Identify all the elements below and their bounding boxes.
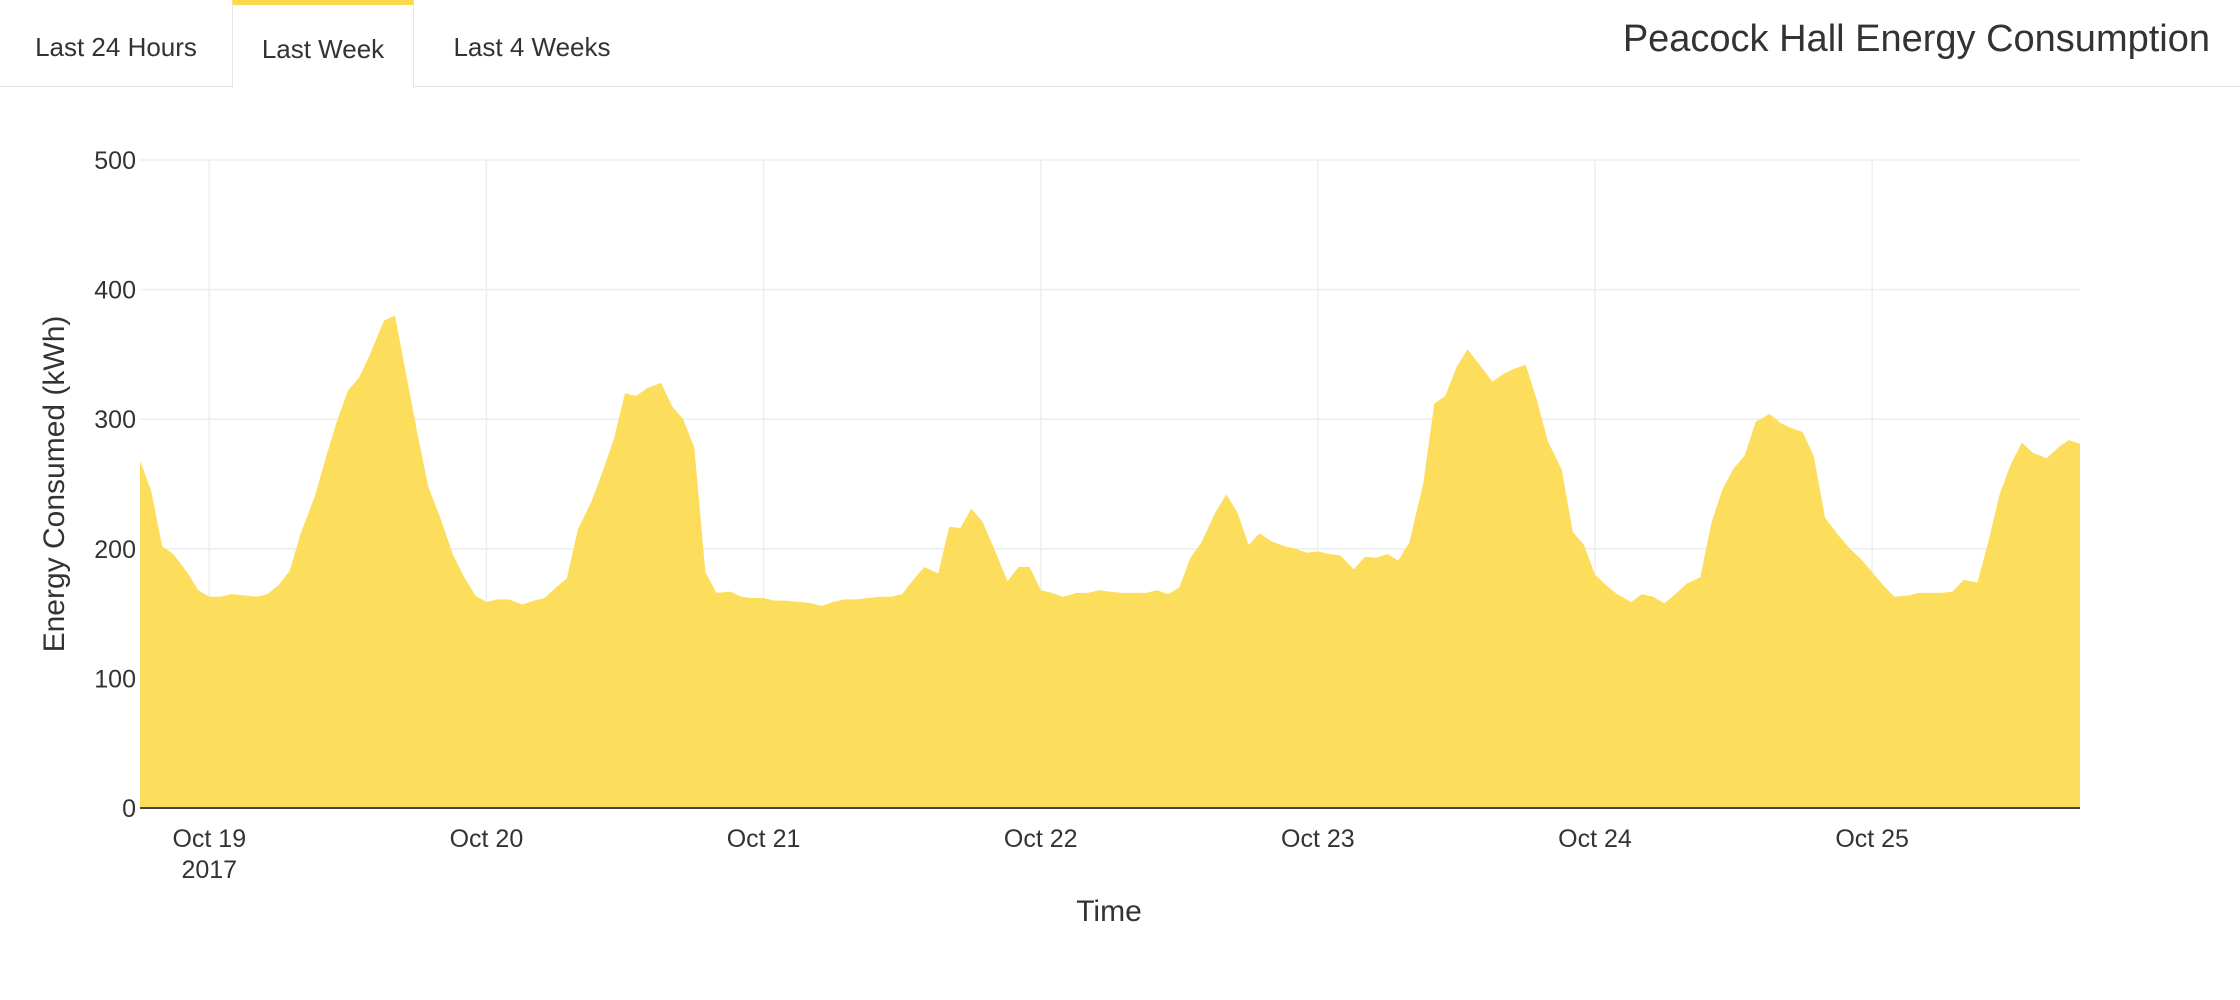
x-axis-title: Time (1076, 895, 1142, 928)
tab-last-24-hours[interactable]: Last 24 Hours (35, 32, 197, 62)
x-tick-label: Oct 23 (1281, 825, 1355, 853)
y-axis-title: Energy Consumed (kWh) (38, 316, 71, 653)
top-bar: Last 24 Hours Last Week Last 4 Weeks Pea… (0, 0, 2240, 88)
tab-last-week[interactable]: Last Week (232, 0, 414, 88)
y-tick-label: 200 (94, 536, 136, 564)
x-tick-label: Oct 24 (1558, 825, 1632, 853)
x-tick-label: Oct 20 (450, 825, 524, 853)
y-tick-label: 300 (94, 406, 136, 434)
y-tick-label: 0 (122, 795, 136, 823)
x-tick-labels: Oct 19 2017 Oct 20 Oct 21 Oct 22 Oct 23 Oct 24… (172, 825, 1909, 884)
x-tick-label: Oct 25 (1835, 825, 1909, 853)
x-tick-sublabel: 2017 (181, 856, 237, 884)
tab-last-4-weeks[interactable]: Last 4 Weeks (453, 32, 611, 62)
x-tick-label: Oct 22 (1004, 825, 1078, 853)
x-tick-label: Oct 19 (172, 825, 246, 853)
y-tick-label: 400 (94, 277, 136, 305)
energy-area-series (140, 315, 2080, 808)
tab-bar: Last 24 Hours Last Week Last 4 Weeks (0, 0, 650, 88)
y-tick-label: 100 (94, 665, 136, 693)
x-tick-label: Oct 21 (727, 825, 801, 853)
y-tick-label: 500 (94, 147, 136, 175)
page-title: Peacock Hall Energy Consumption (1622, 18, 2210, 60)
x-gridlines (208, 160, 1873, 808)
y-tick-labels: 0 100 200 300 400 500 (94, 147, 136, 823)
